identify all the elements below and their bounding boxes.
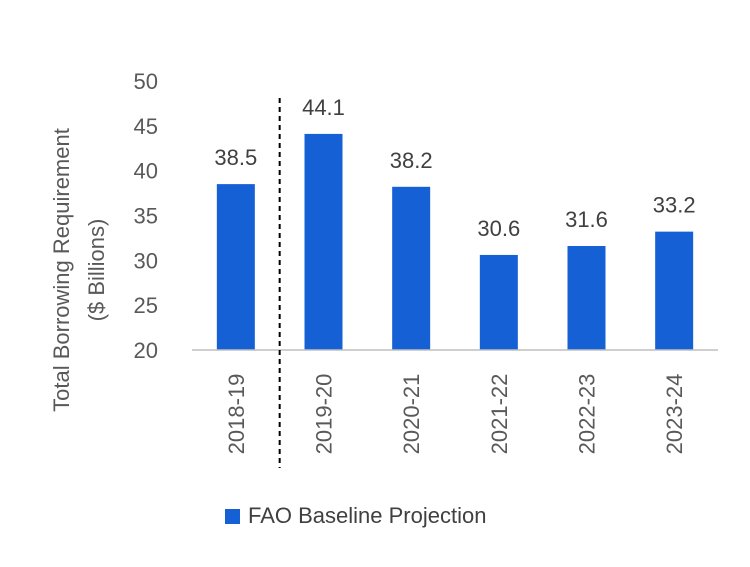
x-tick-label: 2019-20 [312,374,337,455]
legend-swatch [225,508,240,524]
y-tick-label: 20 [134,338,158,363]
x-tick-label: 2020-21 [399,374,424,455]
bar [479,254,518,350]
y-tick-label: 50 [134,69,158,94]
y-axis-label: Total Borrowing Requirement [49,128,74,412]
bars [216,133,694,350]
bar [304,133,343,350]
y-tick-label: 40 [134,159,158,184]
x-tick-label: 2023-24 [662,374,687,455]
data-label: 38.5 [214,145,257,170]
bar [392,186,431,350]
data-label: 44.1 [302,95,345,120]
x-tick-label: 2021-22 [487,374,512,455]
x-tick-label: 2018-19 [224,374,249,455]
y-tick-label: 45 [134,114,158,139]
legend: FAO Baseline Projection [225,503,486,529]
y-tick-label: 25 [134,293,158,318]
x-tick-label: 2022-23 [575,374,600,455]
y-tick-label: 35 [134,204,158,229]
data-label: 33.2 [653,193,696,218]
legend-label: FAO Baseline Projection [248,503,487,528]
data-labels: 38.5 44.1 38.2 30.6 31.6 33.2 [214,95,695,241]
x-axis-ticks: 2018-19 2019-20 2020-21 2021-22 2022-23 2023-… [224,374,687,455]
y-tick-label: 30 [134,248,158,273]
bar [216,184,255,350]
y-axis-ticks: 20 25 30 35 40 45 50 [134,69,158,363]
y-axis-label-units: ($ Billions) [84,219,109,322]
data-label: 38.2 [390,148,433,173]
bar [567,245,606,350]
data-label: 30.6 [477,216,520,241]
data-label: 31.6 [565,207,608,232]
bar [655,231,694,350]
